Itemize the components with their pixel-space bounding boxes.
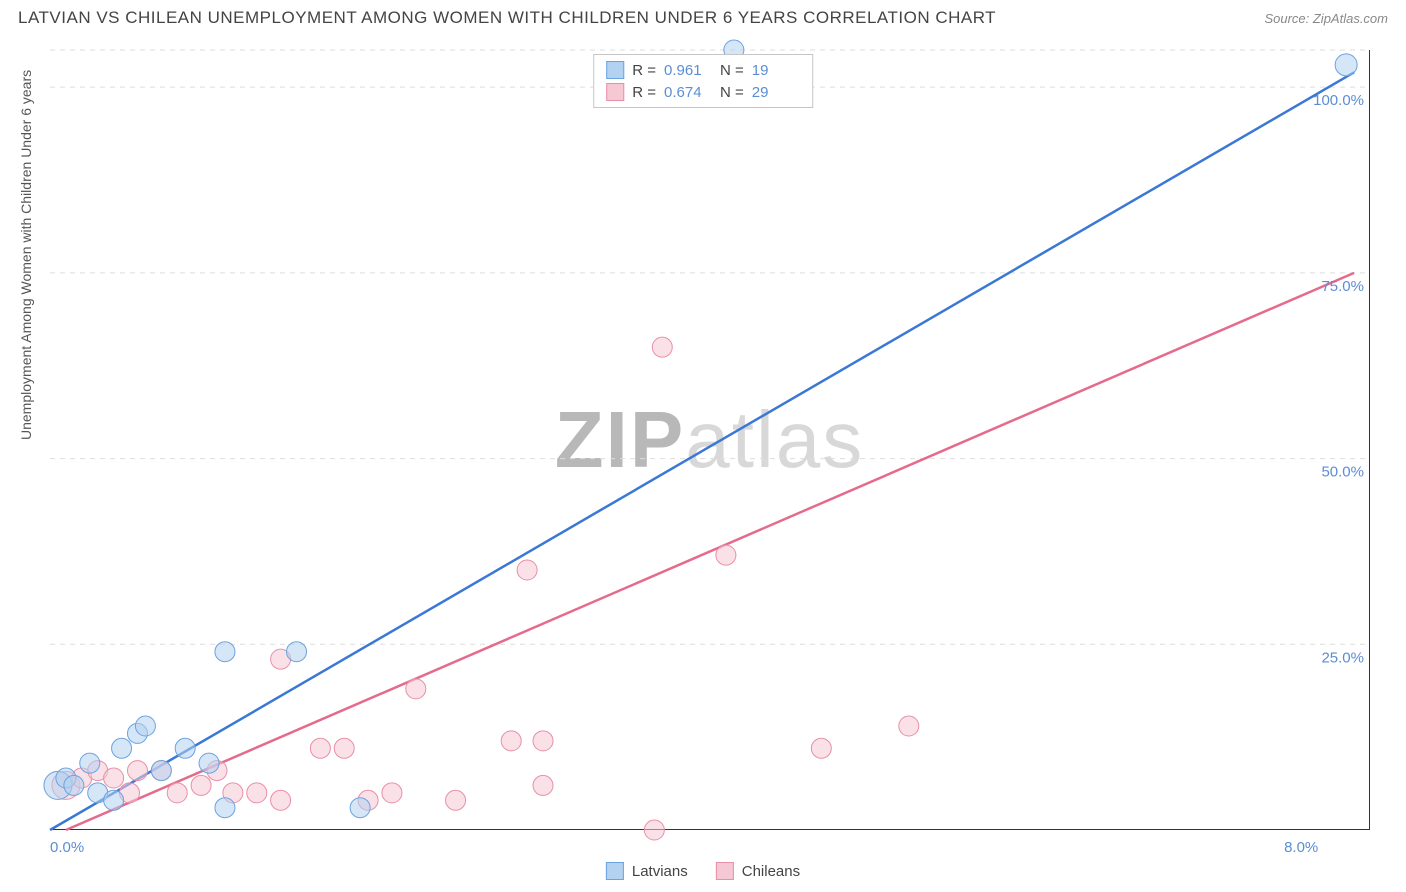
svg-text:100.0%: 100.0% <box>1313 92 1364 109</box>
chart-title: LATVIAN VS CHILEAN UNEMPLOYMENT AMONG WO… <box>18 8 996 28</box>
r-value-series1: 0.961 <box>664 62 712 79</box>
legend-item-series2: Chileans <box>716 862 800 880</box>
svg-text:8.0%: 8.0% <box>1284 839 1318 856</box>
legend-label-series2: Chileans <box>742 863 800 880</box>
stats-legend: R = 0.961 N = 19 R = 0.674 N = 29 <box>593 54 813 108</box>
swatch-series2 <box>606 83 624 101</box>
svg-text:50.0%: 50.0% <box>1321 464 1364 481</box>
stats-row-series1: R = 0.961 N = 19 <box>606 59 800 81</box>
svg-text:0.0%: 0.0% <box>50 839 84 856</box>
chart-svg: 25.0%50.0%75.0%100.0%0.0%8.0% <box>50 50 1369 829</box>
swatch-series1 <box>606 862 624 880</box>
legend-item-series1: Latvians <box>606 862 688 880</box>
stats-row-series2: R = 0.674 N = 29 <box>606 81 800 103</box>
swatch-series2 <box>716 862 734 880</box>
plot-area: ZIPatlas 25.0%50.0%75.0%100.0%0.0%8.0% <box>50 50 1370 830</box>
n-value-series1: 19 <box>752 62 800 79</box>
legend-label-series1: Latvians <box>632 863 688 880</box>
svg-text:75.0%: 75.0% <box>1321 278 1364 295</box>
y-axis-label: Unemployment Among Women with Children U… <box>18 70 34 440</box>
swatch-series1 <box>606 61 624 79</box>
source-text: Source: ZipAtlas.com <box>1264 11 1388 26</box>
r-value-series2: 0.674 <box>664 84 712 101</box>
n-value-series2: 29 <box>752 84 800 101</box>
series-legend: Latvians Chileans <box>606 862 800 880</box>
svg-text:25.0%: 25.0% <box>1321 649 1364 666</box>
